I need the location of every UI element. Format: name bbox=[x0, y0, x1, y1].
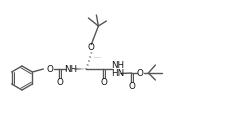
Text: NH: NH bbox=[64, 65, 77, 74]
Text: O: O bbox=[57, 78, 64, 87]
Text: HN: HN bbox=[111, 69, 124, 78]
Text: O: O bbox=[101, 78, 108, 87]
Polygon shape bbox=[74, 68, 86, 70]
Text: O: O bbox=[129, 82, 136, 91]
Text: ····: ···· bbox=[93, 55, 101, 60]
Text: O: O bbox=[137, 68, 144, 77]
Text: O: O bbox=[88, 44, 95, 52]
Text: NH: NH bbox=[111, 61, 124, 70]
Text: O: O bbox=[47, 65, 54, 74]
